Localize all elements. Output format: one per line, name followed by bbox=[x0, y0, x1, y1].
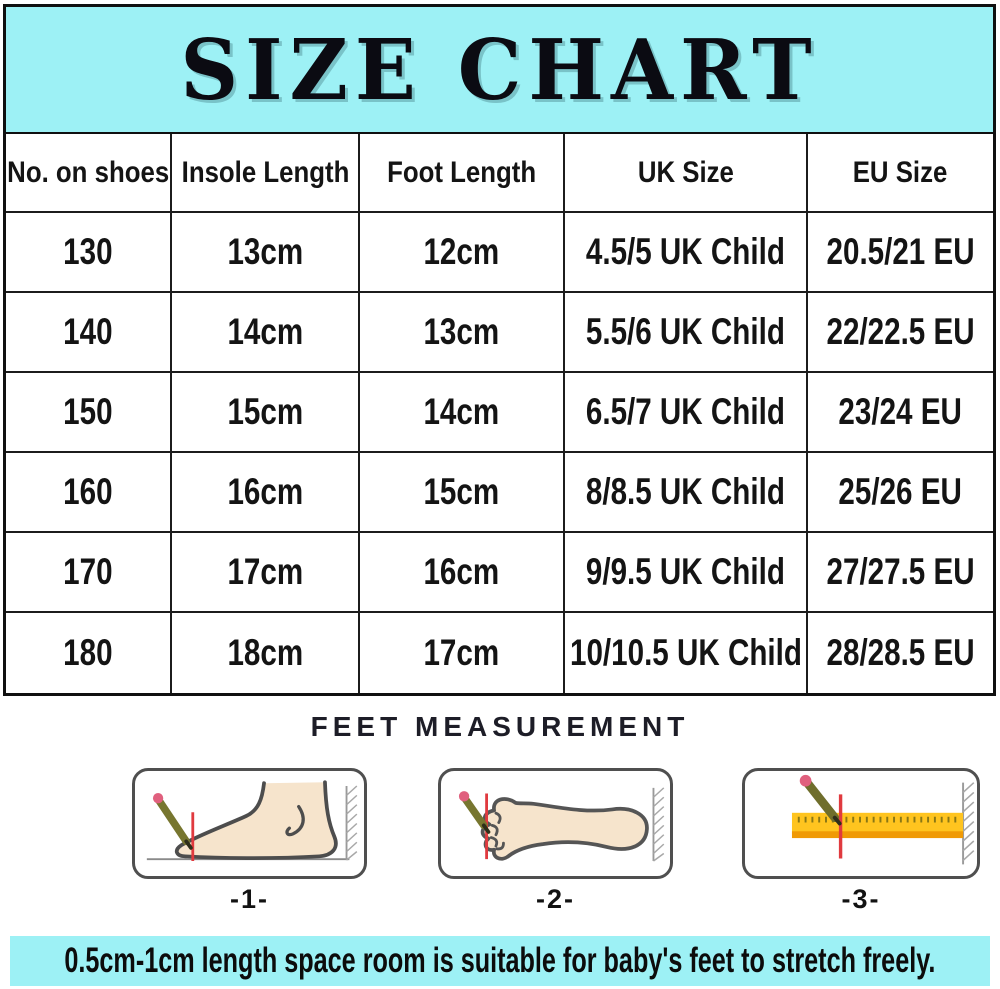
cell-value: 170 bbox=[63, 551, 113, 592]
table-cell: 14cm bbox=[172, 293, 360, 373]
table-cell: 5.5/6 UK Child bbox=[565, 293, 808, 373]
cell-value: 9/9.5 UK Child bbox=[585, 551, 786, 592]
table-cell: 22/22.5 EU bbox=[808, 293, 994, 373]
table-cell: 28/28.5 EU bbox=[808, 613, 994, 693]
table-cell: 8/8.5 UK Child bbox=[565, 453, 808, 533]
footer-note-text: 0.5cm-1cm length space room is suitable … bbox=[64, 941, 936, 980]
cell-value: 25/26 EU bbox=[838, 471, 963, 512]
table-row: 160 16cm 15cm 8/8.5 UK Child 25/26 EU bbox=[6, 453, 993, 533]
cell-value: 23/24 EU bbox=[838, 391, 963, 432]
table-cell: 130 bbox=[6, 213, 172, 293]
table-row: 130 13cm 12cm 4.5/5 UK Child 20.5/21 EU bbox=[6, 213, 994, 293]
cell-value: 17cm bbox=[227, 551, 303, 592]
table-cell: 16cm bbox=[172, 453, 360, 533]
footer-note-banner: 0.5cm-1cm length space room is suitable … bbox=[10, 936, 990, 986]
cell-value: 15cm bbox=[423, 471, 500, 512]
size-chart-sheet: SIZE CHART No. on shoes Insole Length Fo… bbox=[3, 4, 996, 696]
foot-top-measure-icon bbox=[458, 787, 665, 862]
cell-value: 13cm bbox=[227, 231, 303, 272]
table-row: 150 15cm 14cm 6.5/7 UK Child 23/24 EU bbox=[6, 373, 993, 453]
table-cell: 15cm bbox=[360, 453, 565, 533]
measurement-step-3-box bbox=[742, 768, 980, 879]
cell-value: 180 bbox=[63, 632, 113, 673]
table-cell: 4.5/5 UK Child bbox=[565, 213, 808, 293]
title-band: SIZE CHART bbox=[6, 7, 993, 134]
cell-value: 28/28.5 EU bbox=[826, 632, 975, 673]
cell-value: 14cm bbox=[423, 391, 500, 432]
cell-value: 4.5/5 UK Child bbox=[585, 231, 786, 272]
header-label: EU Size bbox=[853, 155, 948, 189]
measurement-step-3-label: -3- bbox=[841, 884, 881, 914]
table-row: 170 17cm 16cm 9/9.5 UK Child 27/27.5 EU bbox=[6, 533, 994, 613]
header-label: Foot Length bbox=[386, 155, 537, 189]
table-cell: 16cm bbox=[360, 533, 565, 613]
cell-value: 16cm bbox=[227, 471, 303, 512]
table-cell: 150 bbox=[6, 373, 172, 453]
table-cell: 23/24 EU bbox=[808, 373, 993, 453]
cell-value: 160 bbox=[63, 471, 113, 512]
cell-value: 150 bbox=[63, 391, 113, 432]
feet-measurement-heading: FEET MEASUREMENT bbox=[310, 711, 690, 742]
table-cell: 9/9.5 UK Child bbox=[565, 533, 808, 613]
table-cell: 180 bbox=[6, 613, 172, 693]
table-cell: 15cm bbox=[172, 373, 360, 453]
measurement-step-1-label: -1- bbox=[230, 884, 269, 914]
header-cell-uk-size: UK Size bbox=[565, 134, 808, 213]
header-cell-no-on-shoes: No. on shoes bbox=[6, 134, 172, 213]
cell-value: 18cm bbox=[227, 632, 303, 673]
cell-value: 17cm bbox=[423, 632, 500, 673]
table-cell: 25/26 EU bbox=[808, 453, 993, 533]
measurement-step-1-box bbox=[132, 768, 367, 879]
cell-value: 14cm bbox=[227, 311, 303, 352]
header-label: UK Size bbox=[637, 155, 734, 189]
table-cell: 14cm bbox=[360, 373, 565, 453]
measurement-step-2-label: -2- bbox=[536, 884, 575, 914]
header-label: No. on shoes bbox=[7, 155, 170, 189]
table-row: 180 18cm 17cm 10/10.5 UK Child 28/28.5 E… bbox=[6, 613, 994, 693]
page-title: SIZE CHART bbox=[180, 20, 819, 119]
header-cell-insole-length: Insole Length bbox=[172, 134, 360, 213]
table-cell: 27/27.5 EU bbox=[808, 533, 994, 613]
table-cell: 13cm bbox=[172, 213, 360, 293]
cell-value: 6.5/7 UK Child bbox=[585, 391, 786, 432]
table-cell: 170 bbox=[6, 533, 172, 613]
measurement-step-2-box bbox=[438, 768, 673, 879]
table-cell: 12cm bbox=[360, 213, 565, 293]
cell-value: 130 bbox=[63, 231, 113, 272]
cell-value: 5.5/6 UK Child bbox=[585, 311, 786, 352]
table-cell: 17cm bbox=[360, 613, 565, 693]
foot-side-measure-icon bbox=[146, 780, 358, 861]
cell-value: 16cm bbox=[423, 551, 500, 592]
cell-value: 140 bbox=[63, 311, 113, 352]
cell-value: 27/27.5 EU bbox=[826, 551, 975, 592]
table-header-row: No. on shoes Insole Length Foot Length U… bbox=[6, 134, 993, 213]
table-cell: 18cm bbox=[172, 613, 360, 693]
cell-value: 8/8.5 UK Child bbox=[585, 471, 786, 512]
table-row: 140 14cm 13cm 5.5/6 UK Child 22/22.5 EU bbox=[6, 293, 994, 373]
table-cell: 13cm bbox=[360, 293, 565, 373]
ruler-measure-icon bbox=[791, 774, 975, 865]
table-cell: 140 bbox=[6, 293, 172, 373]
header-cell-eu-size: EU Size bbox=[808, 134, 993, 213]
cell-value: 12cm bbox=[423, 231, 500, 272]
cell-value: 15cm bbox=[227, 391, 303, 432]
table-cell: 10/10.5 UK Child bbox=[565, 613, 808, 693]
cell-value: 10/10.5 UK Child bbox=[569, 632, 802, 673]
cell-value: 22/22.5 EU bbox=[826, 311, 975, 352]
table-cell: 17cm bbox=[172, 533, 360, 613]
table-cell: 20.5/21 EU bbox=[808, 213, 994, 293]
size-table: No. on shoes Insole Length Foot Length U… bbox=[6, 134, 994, 693]
header-label: Insole Length bbox=[181, 155, 349, 189]
table-cell: 6.5/7 UK Child bbox=[565, 373, 808, 453]
header-cell-foot-length: Foot Length bbox=[360, 134, 565, 213]
cell-value: 13cm bbox=[423, 311, 500, 352]
table-cell: 160 bbox=[6, 453, 172, 533]
cell-value: 20.5/21 EU bbox=[826, 231, 975, 272]
